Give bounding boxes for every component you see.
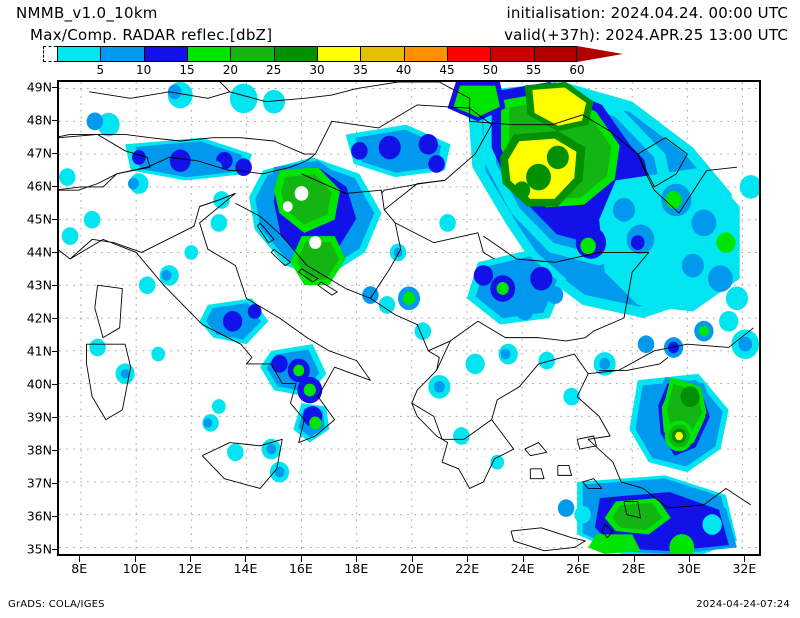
longitude-tick — [245, 556, 247, 562]
colorbar-segment — [446, 46, 491, 62]
latitude-label: 46N — [26, 178, 52, 194]
longitude-axis-labels: 8E 10E 12E 14E 16E 18E 20E 22E 24E 26E 28E 30E 32E — [57, 561, 761, 579]
latitude-tick — [52, 384, 58, 386]
colorbar-segment — [403, 46, 447, 62]
latitude-label: 45N — [26, 211, 52, 227]
colorbar-tick: 20 — [222, 63, 238, 77]
longitude-tick — [578, 556, 580, 562]
colorbar-tick: 5 — [96, 63, 105, 77]
map-plot-area — [57, 80, 761, 556]
longitude-tick — [633, 556, 635, 562]
latitude-label: 40N — [26, 376, 52, 392]
latitude-tick — [52, 549, 58, 551]
longitude-label: 14E — [233, 561, 258, 576]
latitude-tick — [52, 218, 58, 220]
latitude-label: 37N — [26, 475, 52, 491]
colorbar-tick: 55 — [526, 63, 542, 77]
longitude-tick — [522, 556, 524, 562]
longitude-label: 18E — [344, 561, 369, 576]
latitude-label: 47N — [26, 145, 52, 161]
latitude-tick — [52, 152, 58, 154]
longitude-tick — [356, 556, 358, 562]
model-title: NMMB_v1.0_10km — [16, 4, 158, 22]
latitude-tick — [52, 351, 58, 353]
latitude-label: 41N — [26, 343, 52, 359]
valid-time: valid(+37h): 2024.APR.25 13:00 UTC — [504, 26, 788, 44]
colorbar-segment — [316, 46, 361, 62]
longitude-axis-ticks — [57, 556, 761, 563]
latitude-tick — [52, 251, 58, 253]
longitude-label: 26E — [566, 561, 590, 576]
latitude-tick — [52, 119, 58, 121]
latitude-label: 39N — [26, 409, 52, 425]
generation-timestamp: 2024-04-24-07:24 — [696, 599, 790, 610]
colorbar-segment — [360, 46, 404, 62]
colorbar-underflow-marker — [43, 46, 57, 62]
latitude-label: 43N — [26, 277, 52, 293]
colorbar-overflow-arrow — [577, 46, 623, 62]
longitude-tick — [190, 556, 192, 562]
latitude-tick — [52, 318, 58, 319]
colorbar-tick: 60 — [569, 63, 585, 77]
colorbar-tick: 25 — [266, 63, 282, 77]
latitude-label: 44N — [26, 244, 52, 260]
colorbar-tick: 15 — [179, 63, 195, 77]
colorbar-tick: 35 — [352, 63, 368, 77]
longitude-tick — [411, 556, 413, 562]
field-title: Max/Comp. RADAR reflec.[dbZ] — [30, 26, 273, 44]
longitude-tick — [79, 556, 81, 562]
latitude-label: 48N — [26, 112, 52, 128]
colorbar-tick: 50 — [482, 63, 498, 77]
latitude-label: 38N — [26, 442, 52, 458]
colorbar-segment — [186, 46, 231, 62]
initialisation-time: initialisation: 2024.04.24. 00:00 UTC — [506, 4, 788, 22]
latitude-tick — [52, 483, 58, 485]
longitude-label: 32E — [732, 561, 757, 576]
longitude-tick — [744, 556, 746, 562]
latitude-label: 49N — [26, 79, 52, 95]
longitude-label: 20E — [399, 561, 424, 576]
software-credit: GrADS: COLA/IGES — [8, 599, 105, 610]
longitude-tick — [134, 556, 136, 562]
latitude-label: 42N — [26, 310, 52, 326]
colorbar-tick: 30 — [309, 63, 325, 77]
colorbar-tick: 40 — [396, 63, 412, 77]
longitude-label: 8E — [71, 561, 88, 576]
colorbar-tick-labels: 5 10 15 20 25 30 35 40 45 50 55 60 — [57, 63, 625, 77]
longitude-label: 28E — [621, 561, 646, 576]
colorbar-segment — [490, 46, 534, 62]
latitude-label: 35N — [26, 541, 52, 557]
longitude-tick — [688, 556, 690, 562]
longitude-label: 12E — [178, 561, 202, 576]
colorbar-segment — [143, 46, 187, 62]
colorbar: 5 10 15 20 25 30 35 40 45 50 55 60 — [43, 46, 625, 77]
latitude-tick — [52, 417, 58, 419]
latitude-tick — [52, 185, 58, 187]
longitude-tick — [300, 556, 302, 562]
longitude-tick — [467, 556, 469, 562]
colorbar-segment — [57, 46, 101, 62]
latitude-label: 36N — [26, 508, 52, 524]
latitude-axis-ticks — [0, 80, 58, 556]
longitude-label: 24E — [510, 561, 535, 576]
colorbar-segment — [533, 46, 577, 62]
colorbar-segment — [230, 46, 274, 62]
colorbar-tick: 10 — [136, 63, 152, 77]
latitude-tick — [52, 284, 58, 286]
longitude-label: 10E — [122, 561, 147, 576]
longitude-label: 22E — [455, 561, 480, 576]
longitude-label: 30E — [677, 561, 701, 576]
colorbar-segment — [273, 46, 317, 62]
colorbar-segment — [100, 46, 144, 62]
map-coastlines — [59, 82, 754, 552]
latitude-tick — [52, 516, 58, 518]
radar-reflectivity-field — [59, 82, 759, 554]
longitude-label: 16E — [288, 561, 313, 576]
latitude-axis-labels: 35N 36N 37N 38N 39N 40N 41N 42N 43N 44N 45N 46N 47N 4… — [0, 79, 52, 557]
latitude-tick — [52, 450, 58, 452]
latitude-tick — [52, 86, 58, 88]
colorbar-tick: 45 — [439, 63, 455, 77]
colorbar-swatches — [57, 46, 577, 62]
